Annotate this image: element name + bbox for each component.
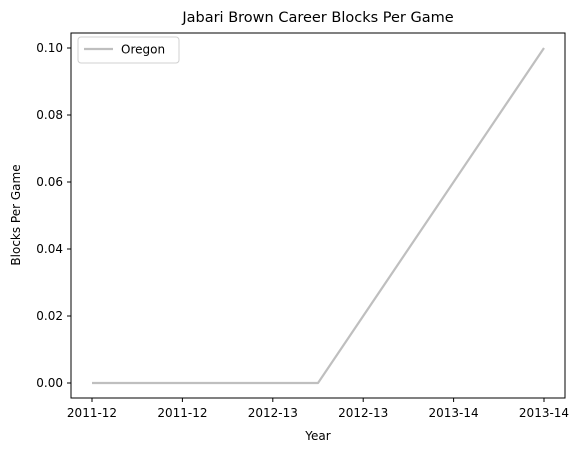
- x-tick-label: 2012-13: [248, 406, 298, 420]
- y-tick-label: 0.10: [36, 41, 63, 55]
- x-tick-label: 2012-13: [338, 406, 388, 420]
- x-tick-label: 2013-14: [519, 406, 569, 420]
- x-axis-ticks: 2011-12 2011-12 2012-13 2012-13 2013-14 2013-…: [67, 398, 569, 420]
- y-tick-label: 0.04: [36, 242, 63, 256]
- series-layer: [92, 47, 545, 385]
- y-tick-label: 0.00: [36, 376, 63, 390]
- x-axis-label: Year: [304, 429, 330, 443]
- y-tick-label: 0.08: [36, 108, 63, 122]
- x-tick-label: 2013-14: [429, 406, 479, 420]
- plot-frame: [70, 32, 566, 399]
- y-tick-label: 0.06: [36, 175, 63, 189]
- legend-label-oregon: Oregon: [121, 43, 165, 57]
- x-tick-label: 2011-12: [157, 406, 207, 420]
- chart-title: Jabari Brown Career Blocks Per Game: [181, 10, 453, 26]
- series-line-oregon: [92, 47, 545, 385]
- y-axis-label: Blocks Per Game: [9, 164, 23, 265]
- x-tick-label: 2011-12: [67, 406, 117, 420]
- y-axis-ticks: 0.00 0.02 0.04 0.06 0.08 0.10: [36, 41, 71, 390]
- legend-box: [77, 36, 180, 64]
- y-tick-label: 0.02: [36, 309, 63, 323]
- legend: Oregon: [77, 36, 180, 64]
